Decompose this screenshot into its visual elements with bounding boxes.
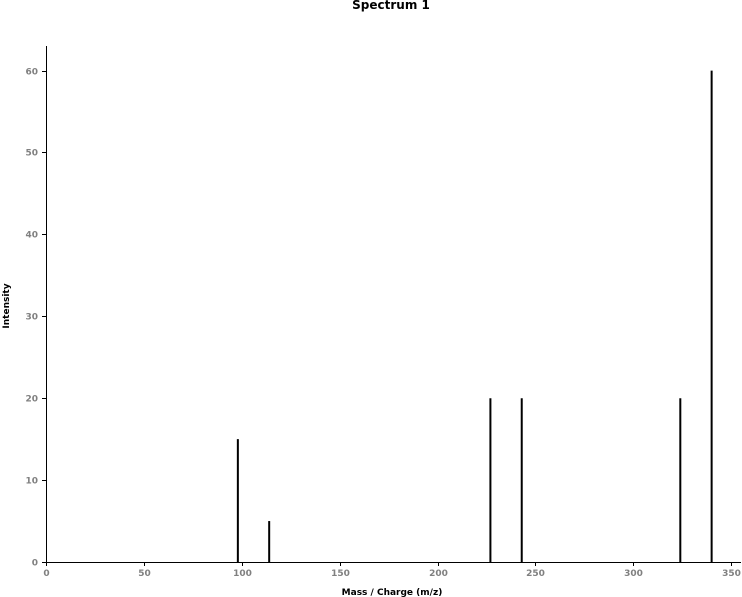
y-tick-label: 0: [32, 559, 38, 569]
y-axis-ticks: 0 10 20 30 40 50 60: [25, 68, 46, 569]
x-tick-label: 300: [624, 569, 643, 579]
x-tick-label: 50: [138, 569, 151, 579]
y-tick-label: 10: [25, 477, 38, 487]
y-tick-label: 50: [25, 149, 38, 159]
x-axis-ticks: 0 50 100 150 200 250 300 350: [43, 562, 741, 579]
x-tick-label: 100: [233, 569, 252, 579]
x-tick-label: 200: [429, 569, 448, 579]
x-tick-label: 250: [526, 569, 545, 579]
y-axis-label: Intensity: [2, 283, 12, 328]
x-tick-label: 150: [331, 569, 350, 579]
x-tick-label: 350: [722, 569, 741, 579]
y-tick-label: 30: [25, 313, 38, 323]
x-axis-label: Mass / Charge (m/z): [342, 588, 443, 597]
y-tick-label: 60: [25, 68, 38, 78]
y-tick-label: 40: [25, 231, 38, 241]
y-tick-label: 20: [25, 395, 38, 405]
x-tick-label: 0: [43, 569, 49, 579]
chart-title: Spectrum 1: [352, 0, 430, 12]
peaks: [236, 70, 713, 562]
